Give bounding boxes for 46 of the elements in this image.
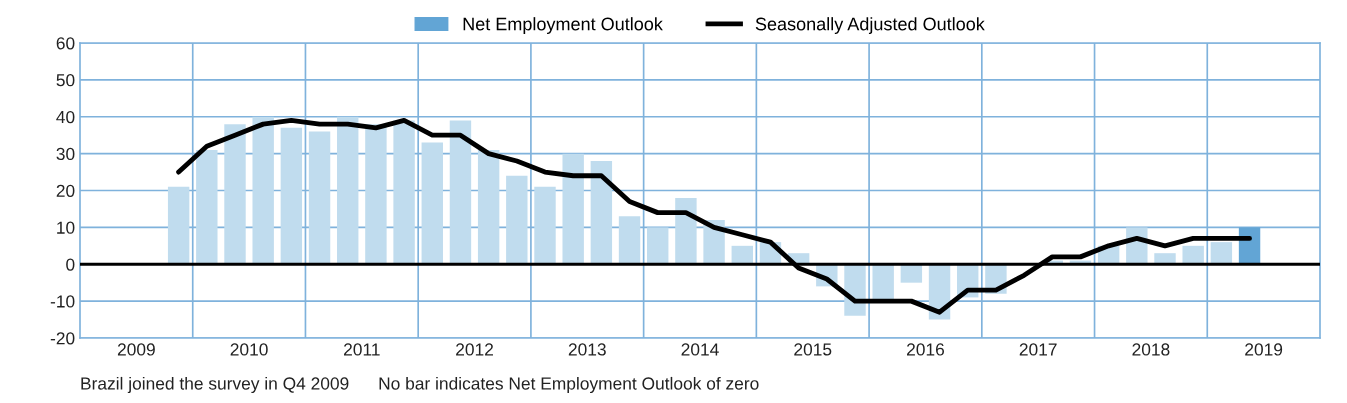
x-tick-label: 2014 — [681, 343, 719, 356]
x-tick-label: 2015 — [794, 343, 832, 356]
y-tick-label: -10 — [50, 295, 75, 308]
bar — [167, 186, 190, 265]
bar — [252, 116, 274, 265]
y-tick-label: 10 — [57, 221, 75, 234]
x-tick-label: 2018 — [1132, 343, 1170, 356]
text: Brazil joined the survey in Q4 2009 — [81, 376, 349, 394]
bar — [421, 142, 443, 265]
y-tick-label: 60 — [56, 37, 75, 50]
x-tick-label: 2019 — [1245, 343, 1283, 356]
text: No bar indicates Net Employment Outlook of zero — [379, 376, 759, 394]
bar — [1182, 245, 1204, 265]
bar — [224, 124, 246, 265]
legend-label: Seasonally Adjusted Outlook — [755, 17, 985, 34]
bar — [393, 120, 415, 265]
legend-label: Net Employment Outlook — [463, 17, 663, 34]
x-tick-label: 2011 — [344, 343, 380, 356]
bar — [308, 131, 331, 265]
x-tick-label: 2009 — [117, 343, 155, 356]
y-tick-label: 20 — [56, 184, 75, 197]
bar — [618, 216, 641, 265]
bar — [506, 175, 528, 265]
bar — [1154, 253, 1176, 265]
y-tick-label: 30 — [56, 147, 75, 161]
y-tick-label: 50 — [56, 74, 75, 87]
x-tick-label: 2012 — [456, 343, 493, 356]
bar — [365, 124, 387, 265]
y-tick-label: 40 — [56, 110, 75, 124]
bar — [1210, 242, 1233, 265]
bar — [731, 245, 753, 265]
bar — [337, 116, 359, 265]
bar — [590, 161, 613, 265]
bar — [534, 186, 556, 265]
bar — [449, 120, 472, 265]
x-tick-label: 2010 — [230, 343, 268, 356]
y-tick-label: 0 — [66, 258, 75, 271]
y-tick-label: -20 — [50, 332, 75, 345]
bar — [280, 127, 303, 265]
bar — [477, 149, 500, 265]
x-tick-label: 2017 — [1019, 343, 1057, 356]
x-tick-label: 2013 — [568, 343, 606, 356]
bar — [647, 227, 669, 265]
x-tick-label: 2016 — [907, 343, 944, 356]
bar — [562, 153, 584, 265]
bar — [196, 149, 218, 265]
